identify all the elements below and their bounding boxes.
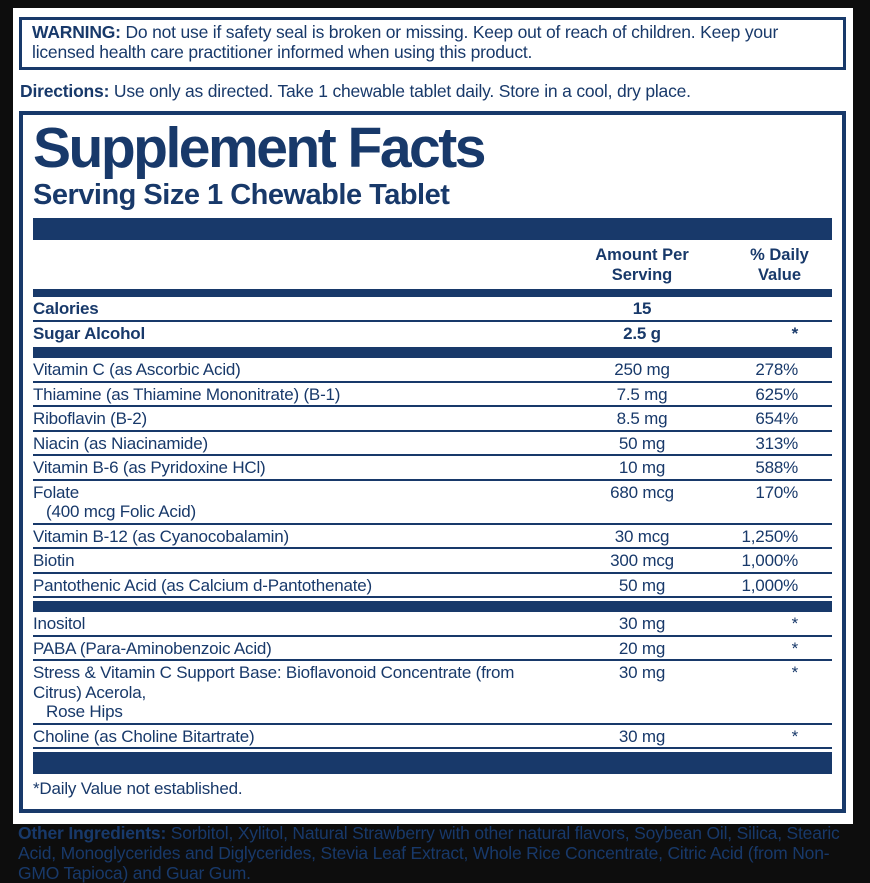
column-header-dv-line1: % Daily <box>750 246 809 264</box>
nutrient-name: Thiamine (as Thiamine Mononitrate) (B-1) <box>33 384 341 404</box>
supplement-label: WARNING: Do not use if safety seal is br… <box>13 8 853 883</box>
table-row: Vitamin B-6 (as Pyridoxine HCl) 10 mg 58… <box>33 456 832 481</box>
nutrient-dv: * <box>791 614 799 633</box>
table-row: Biotin 300 mcg 1,000% <box>33 549 832 574</box>
nutrient-amount: 8.5 mg <box>616 409 668 428</box>
other-ingredients-label: Other Ingredients: <box>18 823 167 843</box>
nutrient-amount: 15 <box>632 299 652 318</box>
nutrient-dv: * <box>791 726 799 746</box>
table-row: Inositol 30 mg * <box>33 612 832 637</box>
other-ingredients: Other Ingredients: Sorbitol, Xylitol, Na… <box>18 823 845 883</box>
nutrient-name: Folate (400 mcg Folic Acid) <box>33 483 557 522</box>
divider-bar <box>33 752 832 774</box>
column-header-amount-line2: Serving <box>611 266 673 284</box>
column-header-dv-line2: Value <box>757 266 802 284</box>
warning-text: Do not use if safety seal is broken or m… <box>32 22 779 62</box>
nutrient-dv: 625% <box>755 384 798 404</box>
serving-size: Serving Size 1 Chewable Tablet <box>33 179 450 211</box>
nutrient-amount: 30 mg <box>618 614 666 633</box>
table-row: PABA (Para-Aminobenzoic Acid) 20 mg * <box>33 637 832 661</box>
nutrient-name-line2: Rose Hips <box>46 702 123 721</box>
divider-bar <box>33 347 832 358</box>
nutrient-amount: 30 mg <box>618 663 666 682</box>
nutrient-dv: 654% <box>755 409 798 428</box>
table-row: Thiamine (as Thiamine Mononitrate) (B-1)… <box>33 383 832 407</box>
table-row: Sugar Alcohol 2.5 g * <box>33 322 832 345</box>
warning-label: WARNING: <box>32 22 121 42</box>
divider-bar <box>33 601 832 612</box>
table-row: Vitamin C (as Ascorbic Acid) 250 mg 278% <box>33 358 832 383</box>
directions-text: Use only as directed. Take 1 chewable ta… <box>109 81 691 101</box>
nutrient-dv: 313% <box>755 433 798 453</box>
supplement-facts-panel: Supplement Facts Serving Size 1 Chewable… <box>19 111 846 813</box>
table-row: Riboflavin (B-2) 8.5 mg 654% <box>33 407 832 432</box>
directions-label: Directions: <box>20 81 110 101</box>
table-row: Choline (as Choline Bitartrate) 30 mg * <box>33 725 832 749</box>
nutrient-dv: * <box>791 663 799 682</box>
nutrient-name-line1: Folate <box>33 482 80 502</box>
nutrient-name: Vitamin C (as Ascorbic Acid) <box>33 360 241 379</box>
warning-box: WARNING: Do not use if safety seal is br… <box>19 17 846 70</box>
nutrient-name: Calories <box>33 299 99 318</box>
nutrient-name: Riboflavin (B-2) <box>33 409 147 428</box>
nutrient-amount: 7.5 mg <box>616 384 668 404</box>
nutrient-name: Pantothenic Acid (as Calcium d-Pantothen… <box>33 575 372 595</box>
nutrient-amount: 680 mcg <box>610 482 674 502</box>
nutrient-dv: 170% <box>755 482 798 502</box>
nutrient-amount: 50 mg <box>618 575 666 595</box>
nutrient-name: Inositol <box>33 614 86 633</box>
nutrient-amount: 30 mcg <box>614 526 670 546</box>
nutrient-dv: 278% <box>755 360 798 379</box>
nutrient-name: Choline (as Choline Bitartrate) <box>33 726 255 746</box>
table-row: Stress & Vitamin C Support Base: Bioflav… <box>33 661 832 725</box>
table-row: Niacin (as Niacinamide) 50 mg 313% <box>33 432 832 456</box>
nutrient-dv: 1,000% <box>741 551 799 570</box>
divider-bar <box>33 289 832 297</box>
nutrient-name: Stress & Vitamin C Support Base: Bioflav… <box>33 663 557 722</box>
nutrient-name: Sugar Alcohol <box>33 323 146 343</box>
table-row: Calories 15 <box>33 297 832 322</box>
nutrient-name: Biotin <box>33 551 75 570</box>
supplement-facts-title: Supplement Facts <box>33 116 486 180</box>
nutrient-name: Vitamin B-6 (as Pyridoxine HCl) <box>33 458 266 477</box>
nutrient-dv: 588% <box>755 458 798 477</box>
column-header-amount: Amount Per Serving <box>557 245 727 285</box>
nutrient-amount: 300 mcg <box>610 551 674 570</box>
column-header-dv: % Daily Value <box>727 245 832 285</box>
table-row: Pantothenic Acid (as Calcium d-Pantothen… <box>33 574 832 598</box>
nutrient-amount: 10 mg <box>618 458 666 477</box>
table-row: Vitamin B-12 (as Cyanocobalamin) 30 mcg … <box>33 525 832 549</box>
table-header-row: Amount Per Serving % Daily Value <box>33 240 832 289</box>
divider-bar <box>33 218 832 240</box>
nutrient-dv: 1,000% <box>741 575 799 595</box>
nutrient-name-line1: Stress & Vitamin C Support Base: Bioflav… <box>33 663 515 702</box>
nutrient-dv: * <box>791 323 799 343</box>
nutrient-dv: 1,250% <box>741 526 799 546</box>
nutrient-amount: 30 mg <box>618 726 666 746</box>
nutrient-amount: 20 mg <box>618 638 666 658</box>
nutrient-name: PABA (Para-Aminobenzoic Acid) <box>33 638 272 658</box>
nutrient-name: Niacin (as Niacinamide) <box>33 433 208 453</box>
table-row: Folate (400 mcg Folic Acid) 680 mcg 170% <box>33 481 832 525</box>
directions: Directions: Use only as directed. Take 1… <box>13 70 853 111</box>
nutrient-amount: 50 mg <box>618 433 666 453</box>
nutrient-amount: 250 mg <box>614 360 670 379</box>
column-header-amount-line1: Amount Per <box>595 246 689 264</box>
nutrient-dv: * <box>791 638 799 658</box>
daily-value-footnote: *Daily Value not established. <box>33 779 243 798</box>
nutrient-name-line2: (400 mcg Folic Acid) <box>46 502 196 521</box>
nutrient-name: Vitamin B-12 (as Cyanocobalamin) <box>33 526 289 546</box>
nutrient-amount: 2.5 g <box>623 323 661 343</box>
